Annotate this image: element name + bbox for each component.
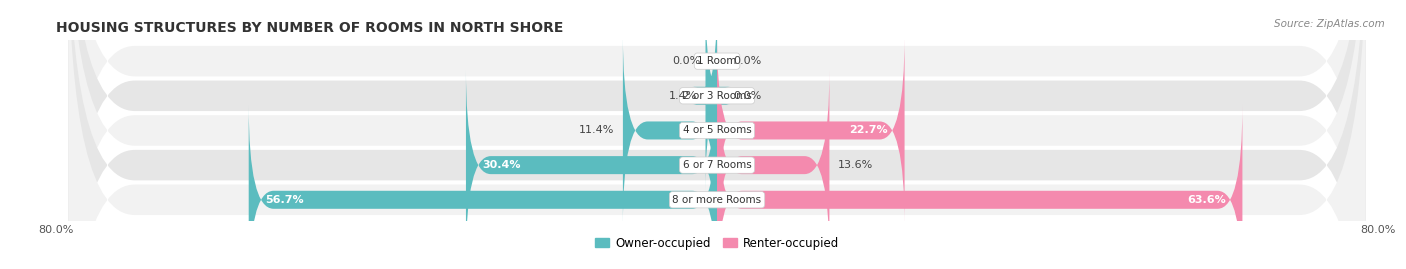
FancyBboxPatch shape xyxy=(69,0,1365,269)
Text: 0.0%: 0.0% xyxy=(734,91,762,101)
FancyBboxPatch shape xyxy=(465,70,717,260)
Text: 2 or 3 Rooms: 2 or 3 Rooms xyxy=(683,91,751,101)
Text: 0.0%: 0.0% xyxy=(734,56,762,66)
FancyBboxPatch shape xyxy=(69,0,1365,269)
FancyBboxPatch shape xyxy=(69,0,1365,269)
FancyBboxPatch shape xyxy=(249,105,717,269)
Text: 30.4%: 30.4% xyxy=(482,160,522,170)
Text: 13.6%: 13.6% xyxy=(838,160,873,170)
Text: 8 or more Rooms: 8 or more Rooms xyxy=(672,195,762,205)
FancyBboxPatch shape xyxy=(717,36,904,225)
FancyBboxPatch shape xyxy=(69,0,1365,269)
Text: 56.7%: 56.7% xyxy=(266,195,304,205)
Text: HOUSING STRUCTURES BY NUMBER OF ROOMS IN NORTH SHORE: HOUSING STRUCTURES BY NUMBER OF ROOMS IN… xyxy=(56,21,564,35)
Text: 63.6%: 63.6% xyxy=(1187,195,1226,205)
FancyBboxPatch shape xyxy=(717,70,830,260)
Legend: Owner-occupied, Renter-occupied: Owner-occupied, Renter-occupied xyxy=(591,232,844,254)
Text: 22.7%: 22.7% xyxy=(849,125,889,136)
Text: 4 or 5 Rooms: 4 or 5 Rooms xyxy=(683,125,751,136)
FancyBboxPatch shape xyxy=(692,1,730,191)
FancyBboxPatch shape xyxy=(623,36,717,225)
Text: Source: ZipAtlas.com: Source: ZipAtlas.com xyxy=(1274,19,1385,29)
Text: 11.4%: 11.4% xyxy=(579,125,614,136)
FancyBboxPatch shape xyxy=(717,105,1243,269)
Text: 1 Room: 1 Room xyxy=(697,56,737,66)
Text: 0.0%: 0.0% xyxy=(672,56,700,66)
Text: 1.4%: 1.4% xyxy=(669,91,697,101)
Text: 6 or 7 Rooms: 6 or 7 Rooms xyxy=(683,160,751,170)
FancyBboxPatch shape xyxy=(69,0,1365,269)
